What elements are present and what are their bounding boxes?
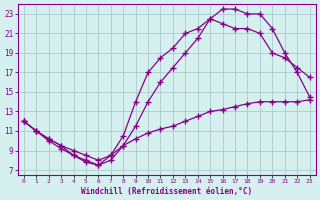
X-axis label: Windchill (Refroidissement éolien,°C): Windchill (Refroidissement éolien,°C)	[81, 187, 252, 196]
